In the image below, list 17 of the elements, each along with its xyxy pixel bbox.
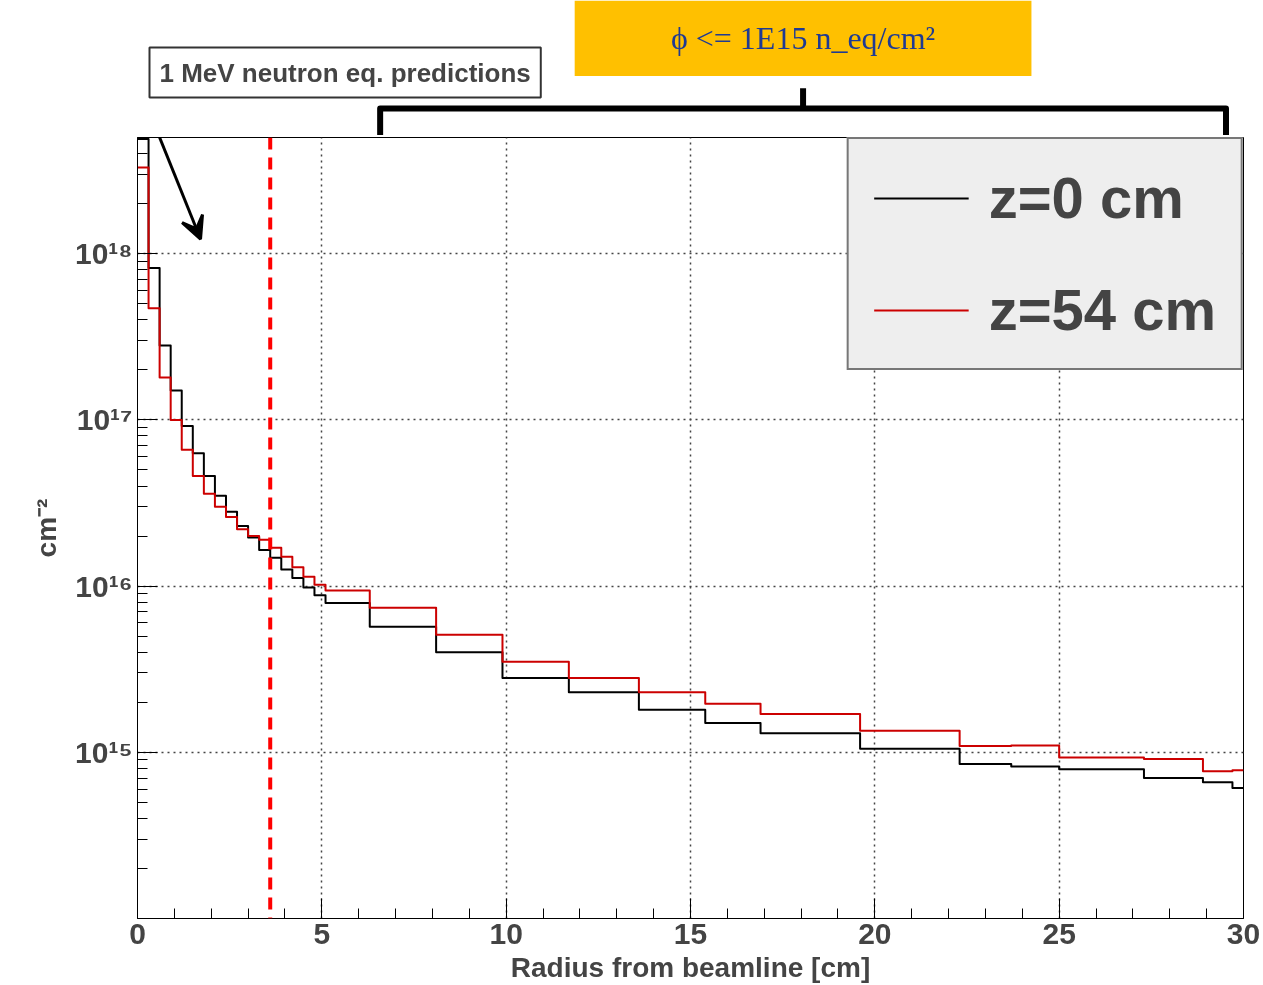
y-axis-title: cm⁻² [30, 498, 62, 558]
x-tick-label: 10 [489, 916, 523, 950]
y-tick-label: 10¹⁶ [75, 569, 133, 603]
legend-label: z=54 cm [988, 276, 1216, 343]
x-tick-label: 5 [313, 916, 331, 950]
x-axis-title: Radius from beamline [cm] [510, 951, 871, 983]
x-tick-label: 30 [1226, 916, 1261, 950]
y-tick-label: 10¹⁸ [74, 237, 133, 271]
x-tick-label: 25 [1042, 916, 1076, 950]
legend-label: z=0 cm [988, 164, 1184, 231]
x-tick-label: 15 [673, 916, 708, 950]
x-tick-label: 0 [129, 916, 146, 950]
x-tick-label: 20 [858, 916, 892, 950]
y-tick-label: 10¹⁷ [76, 403, 133, 437]
text: ϕ <= 1E15 n_eq/cm² [670, 20, 936, 57]
y-tick-label: 10¹⁵ [75, 735, 133, 769]
chart-title: 1 MeV neutron eq. predictions [159, 57, 531, 88]
